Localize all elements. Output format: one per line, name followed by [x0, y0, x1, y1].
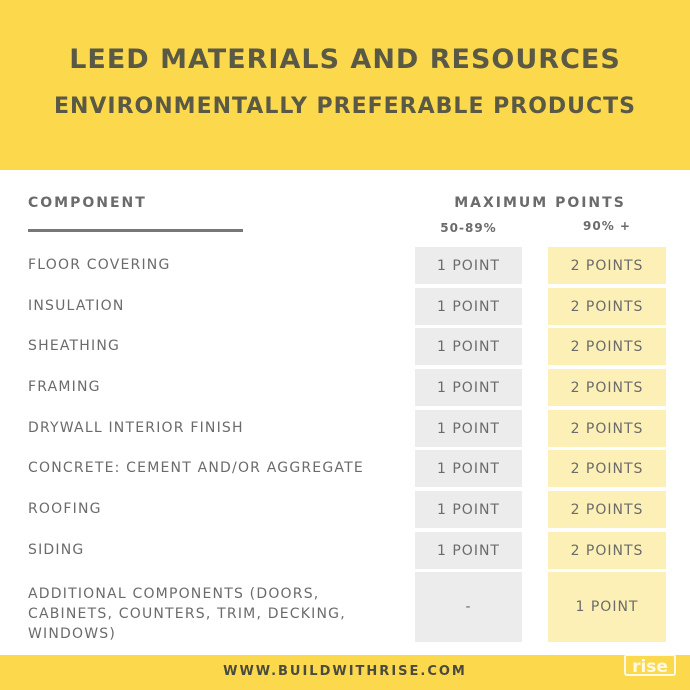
cell-high: 2 POINTS [548, 532, 666, 569]
row-label: INSULATION [28, 298, 125, 314]
footer-url: WWW.BUILDWITHRISE.COM [223, 664, 467, 679]
cell-standard: 1 POINT [415, 410, 522, 447]
cell-high: 2 POINTS [548, 247, 666, 284]
row-label: FRAMING [28, 379, 101, 395]
cell-high: 2 POINTS [548, 369, 666, 406]
title: LEED MATERIALS AND RESOURCES [69, 44, 621, 75]
cell-standard: 1 POINT [415, 288, 522, 325]
logo: rise [624, 654, 676, 677]
subtitle: ENVIRONMENTALLY PREFERABLE PRODUCTS [53, 94, 637, 119]
cell-standard: 1 POINT [415, 247, 522, 284]
cell-high: 2 POINTS [548, 410, 666, 447]
column-header: MAXIMUM POINTS [454, 195, 626, 211]
cell-standard: 1 POINT [415, 328, 522, 365]
row-label: FLOOR COVERING [28, 257, 171, 273]
cell-standard: 1 POINT [415, 532, 522, 569]
row-label: DRYWALL INTERIOR FINISH [28, 420, 244, 436]
cell-high: 2 POINTS [548, 491, 666, 528]
cell-high: 2 POINTS [548, 288, 666, 325]
cell-standard: 1 POINT [415, 491, 522, 528]
header-band [0, 0, 690, 170]
cell-high: 2 POINTS [548, 450, 666, 487]
cell-standard: 1 POINT [415, 369, 522, 406]
subcolumn-header: 50-89% [440, 221, 497, 235]
cell-standard: - [415, 572, 522, 642]
cell-standard: 1 POINT [415, 450, 522, 487]
cell-high: 1 POINT [548, 572, 666, 642]
row-label: CONCRETE: CEMENT AND/OR AGGREGATE [28, 460, 364, 476]
subcolumn-header: 90% + [583, 219, 631, 233]
row-label: ADDITIONAL COMPONENTS (DOORS, CABINETS, … [28, 586, 346, 642]
row-label: SHEATHING [28, 338, 121, 354]
footer-band [0, 655, 690, 690]
underline [28, 229, 243, 232]
row-label: ROOFING [28, 501, 102, 517]
cell-high: 2 POINTS [548, 328, 666, 365]
row-label: SIDING [28, 542, 85, 558]
column-header: COMPONENT [28, 195, 147, 211]
